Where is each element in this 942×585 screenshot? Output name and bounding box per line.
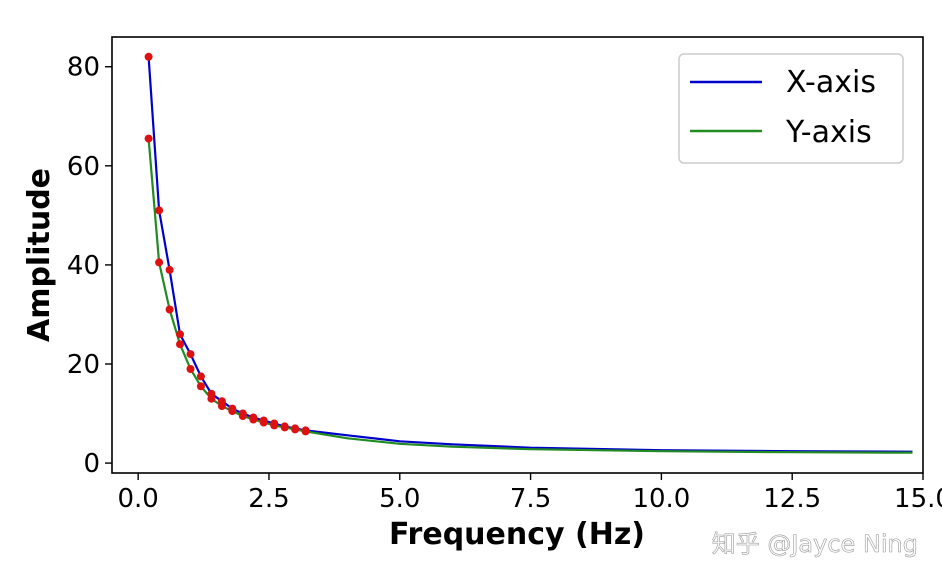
x-tick-label: 2.5 [248, 484, 289, 514]
x-tick-label: 12.5 [763, 484, 821, 514]
data-point [259, 418, 268, 427]
x-tick-label: 5.0 [379, 484, 420, 514]
data-point [280, 423, 289, 432]
y-axis-title: Amplitude [22, 168, 57, 342]
data-point [291, 425, 300, 434]
data-point [186, 350, 195, 359]
series-line-y-axis [147, 138, 913, 454]
data-point [165, 265, 174, 274]
marker-layer [144, 52, 310, 436]
x-tick-label: 15.0 [894, 484, 942, 514]
x-tick-label: 0.0 [117, 484, 158, 514]
data-point [196, 382, 205, 391]
data-point [144, 134, 153, 143]
data-point [249, 415, 258, 424]
data-point [155, 258, 164, 267]
data-point [186, 365, 195, 373]
plot-frame [111, 36, 924, 474]
x-axis-title: Frequency (Hz) [389, 517, 645, 552]
y-tick-label: 20 [67, 350, 100, 380]
data-point [196, 372, 205, 381]
watermark: 知乎 @Jayce Ning [712, 530, 918, 558]
data-point [176, 340, 184, 349]
data-point [301, 427, 310, 436]
y-tick-label: 60 [67, 152, 100, 182]
data-point [207, 394, 216, 403]
data-point [217, 402, 226, 411]
y-tick-label: 80 [67, 53, 100, 83]
x-ticks: 0.0 2.5 5.0 7.5 10.0 12.5 15.0 [117, 473, 942, 514]
data-point [176, 330, 184, 339]
y-tick-label: 40 [67, 251, 100, 281]
legend: X-axis Y-axis [678, 53, 904, 164]
y-tick-label: 0 [83, 449, 100, 479]
data-point [165, 305, 174, 314]
x-tick-label: 10.0 [632, 484, 690, 514]
data-point [270, 421, 279, 430]
data-point [144, 52, 153, 61]
y-ticks: 0 20 40 60 80 [67, 53, 112, 479]
data-point [238, 412, 247, 420]
data-point [155, 206, 164, 215]
legend-label-y-axis: Y-axis [785, 115, 872, 150]
legend-label-x-axis: X-axis [786, 65, 876, 100]
x-tick-label: 7.5 [510, 484, 551, 514]
data-point [228, 407, 237, 416]
